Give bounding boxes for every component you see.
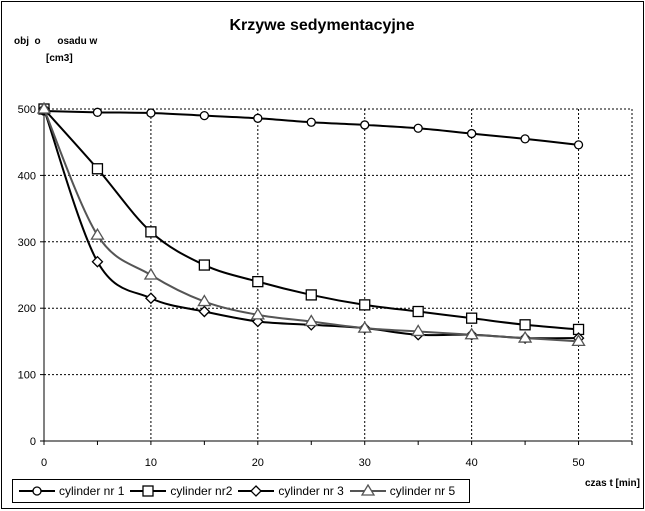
series-3 xyxy=(38,103,585,344)
series-1 xyxy=(39,106,584,150)
y-tick-label: 100 xyxy=(18,370,36,382)
y-tick-label: 500 xyxy=(18,104,36,116)
data-point xyxy=(357,320,372,333)
data-point xyxy=(199,110,210,121)
data-point xyxy=(573,140,584,150)
data-point xyxy=(360,120,370,130)
series-line xyxy=(43,108,579,340)
data-point xyxy=(571,334,586,347)
legend-marker xyxy=(250,485,263,497)
legend-swatch-cylinder-1 xyxy=(19,486,55,496)
x-tick-label: 30 xyxy=(359,457,371,469)
data-point xyxy=(359,299,371,311)
legend-label: cylinder nr 3 xyxy=(278,484,344,498)
x-tick-label: 10 xyxy=(145,457,157,469)
x-tick-label: 20 xyxy=(252,457,264,469)
data-point xyxy=(253,113,263,123)
data-point xyxy=(198,305,211,318)
legend-label: cylinder nr 5 xyxy=(389,484,456,498)
legend-marker xyxy=(32,486,42,496)
legend-swatch-cylinder-5 xyxy=(349,484,386,496)
data-point xyxy=(464,327,479,340)
legend: cylinder nr 1 cylinder nr2 cylinder nr 3… xyxy=(12,479,470,503)
x-tick-label: 50 xyxy=(572,457,584,469)
legend-item: cylinder nr 5 xyxy=(348,484,459,498)
x-axis-label: czas t [min] xyxy=(585,478,640,489)
chart-title: Krzywe sedymentacyjne xyxy=(230,17,415,34)
data-point xyxy=(143,267,159,280)
data-point xyxy=(413,123,423,133)
axes: 0 100 200 300 400 500 0 10 20 30 40 50 xyxy=(18,103,633,469)
data-point xyxy=(144,292,157,305)
x-tick-label: 0 xyxy=(41,457,47,469)
data-point xyxy=(91,255,104,268)
legend-item: cylinder nr2 xyxy=(128,484,236,498)
data-point xyxy=(198,259,211,271)
legend-label: cylinder nr2 xyxy=(170,484,233,498)
data-point xyxy=(306,117,316,127)
y-tick-label: 200 xyxy=(18,303,36,315)
data-point xyxy=(252,275,264,288)
series-4 xyxy=(36,101,586,347)
legend-marker xyxy=(142,485,155,497)
legend-item: cylinder nr 1 xyxy=(17,484,128,498)
series xyxy=(36,101,586,347)
y-tick-label: 400 xyxy=(18,170,36,182)
data-point xyxy=(412,305,424,318)
data-point xyxy=(36,101,52,114)
legend-marker xyxy=(360,484,375,496)
y-axis-label-line1: obj o osadu w xyxy=(14,36,98,47)
data-point xyxy=(92,107,103,117)
legend-swatch-cylinder-2 xyxy=(130,485,167,497)
data-point xyxy=(519,319,531,331)
data-point xyxy=(146,108,156,118)
grid xyxy=(44,108,633,441)
legend-item: cylinder nr 3 xyxy=(236,484,347,498)
y-tick-label: 300 xyxy=(18,237,36,249)
data-point xyxy=(466,128,477,139)
data-point xyxy=(90,227,105,240)
y-tick-label: 0 xyxy=(30,436,36,448)
data-point xyxy=(91,163,104,175)
data-point xyxy=(411,324,426,337)
legend-swatch-cylinder-3 xyxy=(238,485,275,497)
data-point xyxy=(517,330,533,343)
data-point xyxy=(305,289,317,301)
data-point xyxy=(465,312,478,324)
data-point xyxy=(304,314,319,327)
data-point xyxy=(250,307,265,320)
data-point xyxy=(145,226,157,238)
y-axis-label-line2: [cm3] xyxy=(46,53,73,64)
data-point xyxy=(197,294,212,307)
series-line xyxy=(43,109,579,146)
data-point xyxy=(520,134,530,144)
series-2 xyxy=(38,103,585,336)
legend-label: cylinder nr 1 xyxy=(59,484,125,498)
x-tick-label: 40 xyxy=(466,457,478,469)
series-line xyxy=(43,108,579,343)
